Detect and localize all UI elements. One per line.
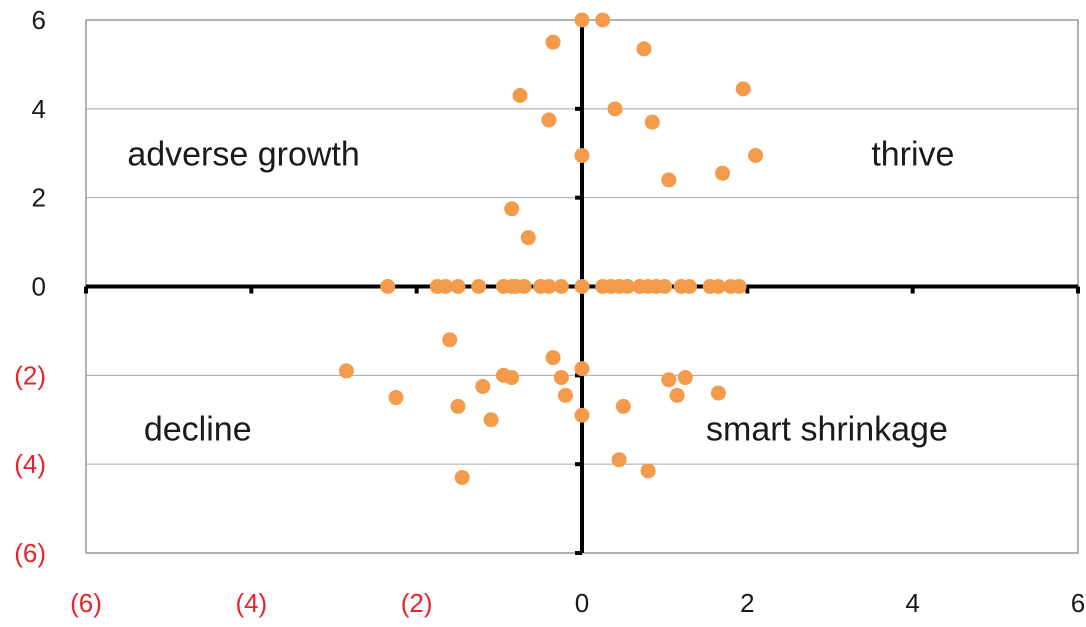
data-point — [450, 279, 466, 294]
y-tick-label: 6 — [32, 5, 46, 35]
data-point — [483, 412, 499, 428]
data-point — [731, 279, 747, 294]
data-point — [504, 370, 520, 386]
data-point — [611, 452, 627, 468]
data-point — [735, 81, 751, 97]
data-point — [454, 469, 470, 485]
data-point — [475, 378, 491, 394]
y-tick-labels: 6 4 2 0 (2) (4) (6) — [14, 5, 46, 568]
data-point — [471, 279, 487, 294]
data-point — [574, 361, 590, 377]
data-point — [504, 201, 520, 217]
data-point — [661, 372, 677, 388]
quadrant-label: decline — [144, 411, 252, 449]
y-tick-label: 2 — [32, 183, 46, 213]
data-point — [607, 101, 623, 117]
x-tick-labels: (6) (4) (2) 0 2 4 6 — [70, 588, 1085, 618]
data-point — [380, 279, 396, 294]
data-point — [748, 147, 764, 163]
data-point — [574, 407, 590, 423]
x-tick-label: (6) — [70, 588, 102, 618]
y-tick-label: 0 — [32, 272, 46, 302]
data-point — [657, 279, 673, 294]
data-point — [681, 279, 697, 294]
quadrant-labels: adverse growth thrive decline smart shrinka… — [127, 135, 954, 448]
y-tick-label: (2) — [14, 360, 46, 390]
y-tick-label: (4) — [14, 449, 46, 479]
data-point — [615, 398, 631, 414]
x-tick-label: 2 — [740, 588, 754, 618]
data-point — [450, 398, 466, 414]
data-point — [338, 363, 354, 379]
data-point — [574, 147, 590, 163]
data-point — [710, 279, 726, 294]
y-tick-label: 4 — [32, 94, 46, 124]
quadrant-label: thrive — [871, 135, 954, 173]
data-point — [677, 370, 693, 386]
data-point — [636, 41, 652, 57]
data-point — [640, 463, 656, 479]
x-tick-label: (2) — [401, 588, 433, 618]
data-point — [442, 332, 458, 348]
quadrant-label: smart shrinkage — [706, 411, 948, 449]
data-points — [338, 12, 764, 485]
x-tick-label: 6 — [1071, 588, 1085, 618]
data-point — [595, 12, 611, 28]
data-point — [520, 230, 536, 246]
data-point — [388, 390, 404, 406]
data-point — [438, 279, 454, 294]
data-point — [715, 165, 731, 181]
data-point — [541, 279, 557, 294]
data-point — [574, 12, 590, 28]
data-point — [512, 88, 528, 104]
data-point — [644, 114, 660, 130]
data-point — [669, 387, 685, 403]
data-point — [553, 370, 569, 386]
data-point — [516, 279, 532, 294]
data-point — [661, 172, 677, 188]
data-point — [557, 387, 573, 403]
quadrant-label: adverse growth — [127, 135, 359, 173]
data-point — [553, 279, 569, 294]
data-point — [545, 350, 561, 366]
data-point — [710, 385, 726, 401]
data-point — [545, 34, 561, 50]
x-tick-label: (4) — [235, 588, 267, 618]
y-tick-label: (6) — [14, 538, 46, 568]
data-point — [619, 279, 635, 294]
x-tick-label: 4 — [905, 588, 919, 618]
data-point — [574, 279, 590, 294]
x-tick-label: 0 — [575, 588, 589, 618]
data-point — [541, 112, 557, 128]
